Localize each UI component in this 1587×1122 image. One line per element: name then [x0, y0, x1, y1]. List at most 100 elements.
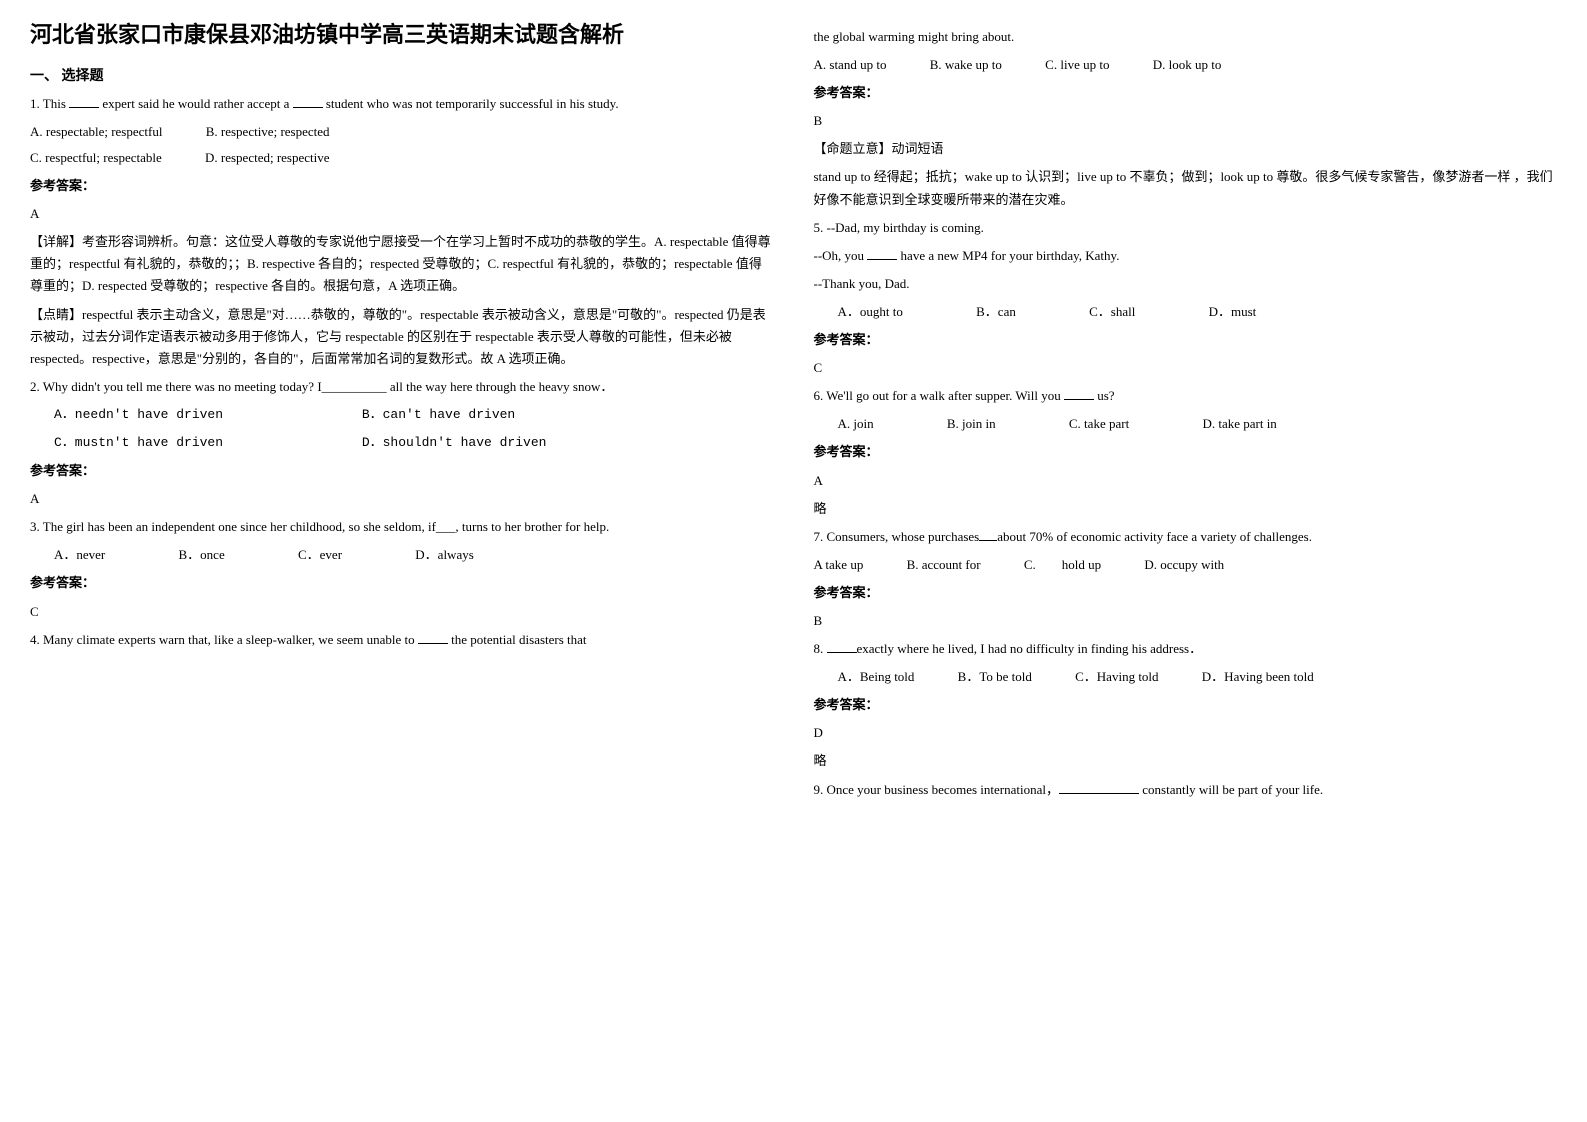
left-column: 河北省张家口市康保县邓油坊镇中学高三英语期末试题含解析 一、 选择题 1. Th…	[30, 20, 774, 807]
q8-options: A．Being told B．To be told C．Having told …	[814, 666, 1558, 688]
q2-options-row1: A．needn't have driven B．can't have drive…	[30, 404, 774, 426]
q1-options-row1: A. respectable; respectful B. respective…	[30, 121, 774, 143]
q3-answer: C	[30, 601, 774, 623]
q4-stem-cont: the global warming might bring about.	[814, 26, 1558, 48]
q7-stem-b: about 70% of economic activity face a va…	[997, 529, 1312, 544]
q2-opt-c: C．mustn't have driven	[54, 432, 354, 454]
q7-stem-a: 7. Consumers, whose purchases	[814, 529, 980, 544]
q6-opt-c: C. take part	[1069, 413, 1129, 435]
q8-opt-b: B．To be told	[958, 666, 1032, 688]
answer-label: 参考答案：	[30, 175, 774, 197]
q2-opt-a: A．needn't have driven	[54, 404, 354, 426]
answer-label: 参考答案：	[814, 582, 1558, 604]
q1-answer: A	[30, 203, 774, 225]
blank-icon	[418, 630, 448, 644]
q5-options: A．ought to B．can C．shall D．must	[814, 301, 1558, 323]
q2-stem: 2. Why didn't you tell me there was no m…	[30, 376, 774, 398]
blank-icon	[1059, 780, 1139, 794]
q4-opt-d: D. look up to	[1153, 54, 1222, 76]
blank-icon	[1064, 386, 1094, 400]
q7-answer: B	[814, 610, 1558, 632]
answer-label: 参考答案：	[814, 82, 1558, 104]
q2-options-row2: C．mustn't have driven D．shouldn't have d…	[30, 432, 774, 454]
q1-stem-c: student who was not temporarily successf…	[323, 96, 619, 111]
blank-icon	[69, 94, 99, 108]
q1-opt-a: A. respectable; respectful	[30, 121, 162, 143]
q1-explanation-1: 【详解】考查形容词辨析。句意：这位受人尊敬的专家说他宁愿接受一个在学习上暂时不成…	[30, 231, 774, 297]
q1-stem-a: 1. This	[30, 96, 69, 111]
answer-label: 参考答案：	[30, 460, 774, 482]
q6-options: A. join B. join in C. take part D. take …	[814, 413, 1558, 435]
q1-opt-c: C. respectful; respectable	[30, 147, 162, 169]
q8-stem-b: exactly where he lived, I had no difficu…	[857, 641, 1203, 656]
q3-opt-d: D．always	[415, 544, 474, 566]
q4-stem-part1: 4. Many climate experts warn that, like …	[30, 629, 774, 651]
q6-opt-d: D. take part in	[1202, 413, 1276, 435]
q4-stem-a: 4. Many climate experts warn that, like …	[30, 632, 418, 647]
q5-opt-a: A．ought to	[838, 301, 903, 323]
q6-answer: A	[814, 470, 1558, 492]
q9-stem-a: 9. Once your business becomes internatio…	[814, 782, 1060, 797]
q1-opt-d: D. respected; respective	[205, 147, 330, 169]
q3-options: A．never B．once C．ever D．always	[30, 544, 774, 566]
q5-line1: 5. --Dad, my birthday is coming.	[814, 217, 1558, 239]
q4-opt-b: B. wake up to	[930, 54, 1002, 76]
q1-options-row2: C. respectful; respectable D. respected;…	[30, 147, 774, 169]
q2-answer: A	[30, 488, 774, 510]
q4-stem-b-partial: the potential disasters that	[451, 632, 586, 647]
q4-answer: B	[814, 110, 1558, 132]
q7-opt-c: C. hold up	[1024, 554, 1101, 576]
q4-opt-a: A. stand up to	[814, 54, 887, 76]
q6-stem-b: us?	[1094, 388, 1115, 403]
q5-line2-a: --Oh, you	[814, 248, 868, 263]
q3-opt-b: B．once	[179, 544, 225, 566]
doc-title: 河北省张家口市康保县邓油坊镇中学高三英语期末试题含解析	[30, 20, 774, 51]
right-column: the global warming might bring about. A.…	[814, 20, 1558, 807]
q3-stem: 3. The girl has been an independent one …	[30, 516, 774, 538]
blank-icon	[827, 639, 857, 653]
q9-stem: 9. Once your business becomes internatio…	[814, 779, 1558, 801]
q7-opt-d: D. occupy with	[1144, 554, 1224, 576]
q6-opt-b: B. join in	[947, 413, 996, 435]
answer-label: 参考答案：	[814, 694, 1558, 716]
q4-exp-body: stand up to 经得起；抵抗；wake up to 认识到；live u…	[814, 166, 1558, 210]
q7-opt-b: B. account for	[907, 554, 981, 576]
q6-note: 略	[814, 498, 1558, 520]
q3-opt-a: A．never	[54, 544, 105, 566]
blank-icon	[979, 527, 997, 541]
q1-explanation-2: 【点睛】respectful 表示主动含义，意思是"对……恭敬的，尊敬的"。re…	[30, 304, 774, 370]
q5-opt-c: C．shall	[1089, 301, 1135, 323]
section-1-heading: 一、 选择题	[30, 65, 774, 85]
q1-opt-b: B. respective; respected	[206, 121, 330, 143]
q2-opt-d: D．shouldn't have driven	[362, 435, 547, 450]
q8-opt-c: C．Having told	[1075, 666, 1158, 688]
page-root: 河北省张家口市康保县邓油坊镇中学高三英语期末试题含解析 一、 选择题 1. Th…	[30, 20, 1557, 807]
q6-stem: 6. We'll go out for a walk after supper.…	[814, 385, 1558, 407]
q8-opt-a: A．Being told	[838, 666, 915, 688]
answer-label: 参考答案：	[814, 441, 1558, 463]
q1-stem: 1. This expert said he would rather acce…	[30, 93, 774, 115]
q5-line2: --Oh, you have a new MP4 for your birthd…	[814, 245, 1558, 267]
q5-opt-b: B．can	[976, 301, 1016, 323]
blank-icon	[867, 246, 897, 260]
q8-stem-a: 8.	[814, 641, 827, 656]
q5-opt-d: D．must	[1209, 301, 1257, 323]
q8-opt-d: D．Having been told	[1202, 666, 1314, 688]
q4-opt-c: C. live up to	[1045, 54, 1109, 76]
q1-stem-b: expert said he would rather accept a	[99, 96, 292, 111]
q3-opt-c: C．ever	[298, 544, 342, 566]
q8-answer: D	[814, 722, 1558, 744]
q7-options: A take up B. account for C. hold up D. o…	[814, 554, 1558, 576]
q4-exp-head: 【命题立意】动词短语	[814, 138, 1558, 160]
q2-opt-b: B．can't have driven	[362, 407, 515, 422]
q5-line2-b: have a new MP4 for your birthday, Kathy.	[897, 248, 1119, 263]
q9-stem-b: constantly will be part of your life.	[1139, 782, 1323, 797]
q5-answer: C	[814, 357, 1558, 379]
blank-icon	[293, 94, 323, 108]
q6-opt-a: A. join	[838, 413, 874, 435]
q7-stem: 7. Consumers, whose purchases about 70% o…	[814, 526, 1558, 548]
q8-stem: 8. exactly where he lived, I had no diff…	[814, 638, 1558, 660]
answer-label: 参考答案：	[30, 572, 774, 594]
q7-opt-a: A take up	[814, 554, 864, 576]
q4-options: A. stand up to B. wake up to C. live up …	[814, 54, 1558, 76]
